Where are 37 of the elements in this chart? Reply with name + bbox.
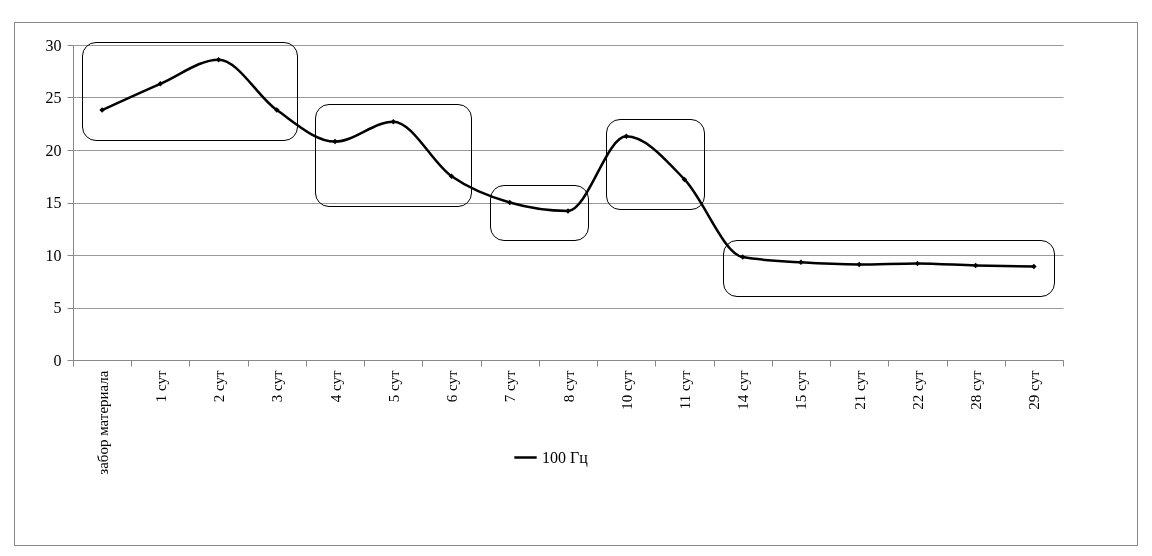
x-tick-label: 7 сут [502, 370, 519, 403]
point [856, 261, 862, 268]
point [507, 199, 513, 206]
point [798, 259, 804, 266]
point [1031, 263, 1037, 270]
x-tick-label: 14 сут [735, 370, 752, 410]
y-tick-label: 15 [45, 194, 62, 211]
y-tick-label: 30 [45, 36, 62, 54]
x-tick-label: 2 сут [211, 370, 228, 403]
x-tick-label: 5 сут [385, 370, 402, 403]
point [332, 138, 338, 145]
legend-label: 100 Гц [542, 448, 589, 467]
x-tick-label: забор материала [94, 370, 111, 475]
x-tick-label: 4 сут [327, 370, 344, 403]
x-tick-label: 29 сут [1026, 370, 1043, 410]
point [157, 81, 164, 87]
point [215, 56, 222, 63]
x-tick-label: 15 сут [793, 370, 810, 410]
point [274, 107, 280, 113]
x-tick-label: 6 сут [444, 370, 461, 403]
point [623, 133, 629, 140]
y-tick-label: 0 [53, 351, 62, 369]
x-tick-label: 22 сут [909, 370, 926, 410]
point [390, 118, 397, 125]
x-tick-label: 3 сут [269, 370, 286, 403]
x-tick-label: 11 сут [676, 370, 693, 410]
x-tick-label: 1 сут [152, 370, 169, 403]
y-tick-label: 25 [45, 89, 62, 106]
x-tick-label: 21 сут [851, 370, 868, 410]
y-tick-label: 20 [45, 141, 62, 159]
x-tick-label: 28 сут [968, 370, 985, 410]
y-tick-label: 5 [53, 299, 62, 316]
x-tick-label: 10 сут [618, 370, 635, 410]
point [448, 173, 455, 179]
point [739, 254, 746, 260]
y-tick-label: 10 [45, 246, 62, 264]
x-tick-label: 8 сут [560, 370, 577, 403]
